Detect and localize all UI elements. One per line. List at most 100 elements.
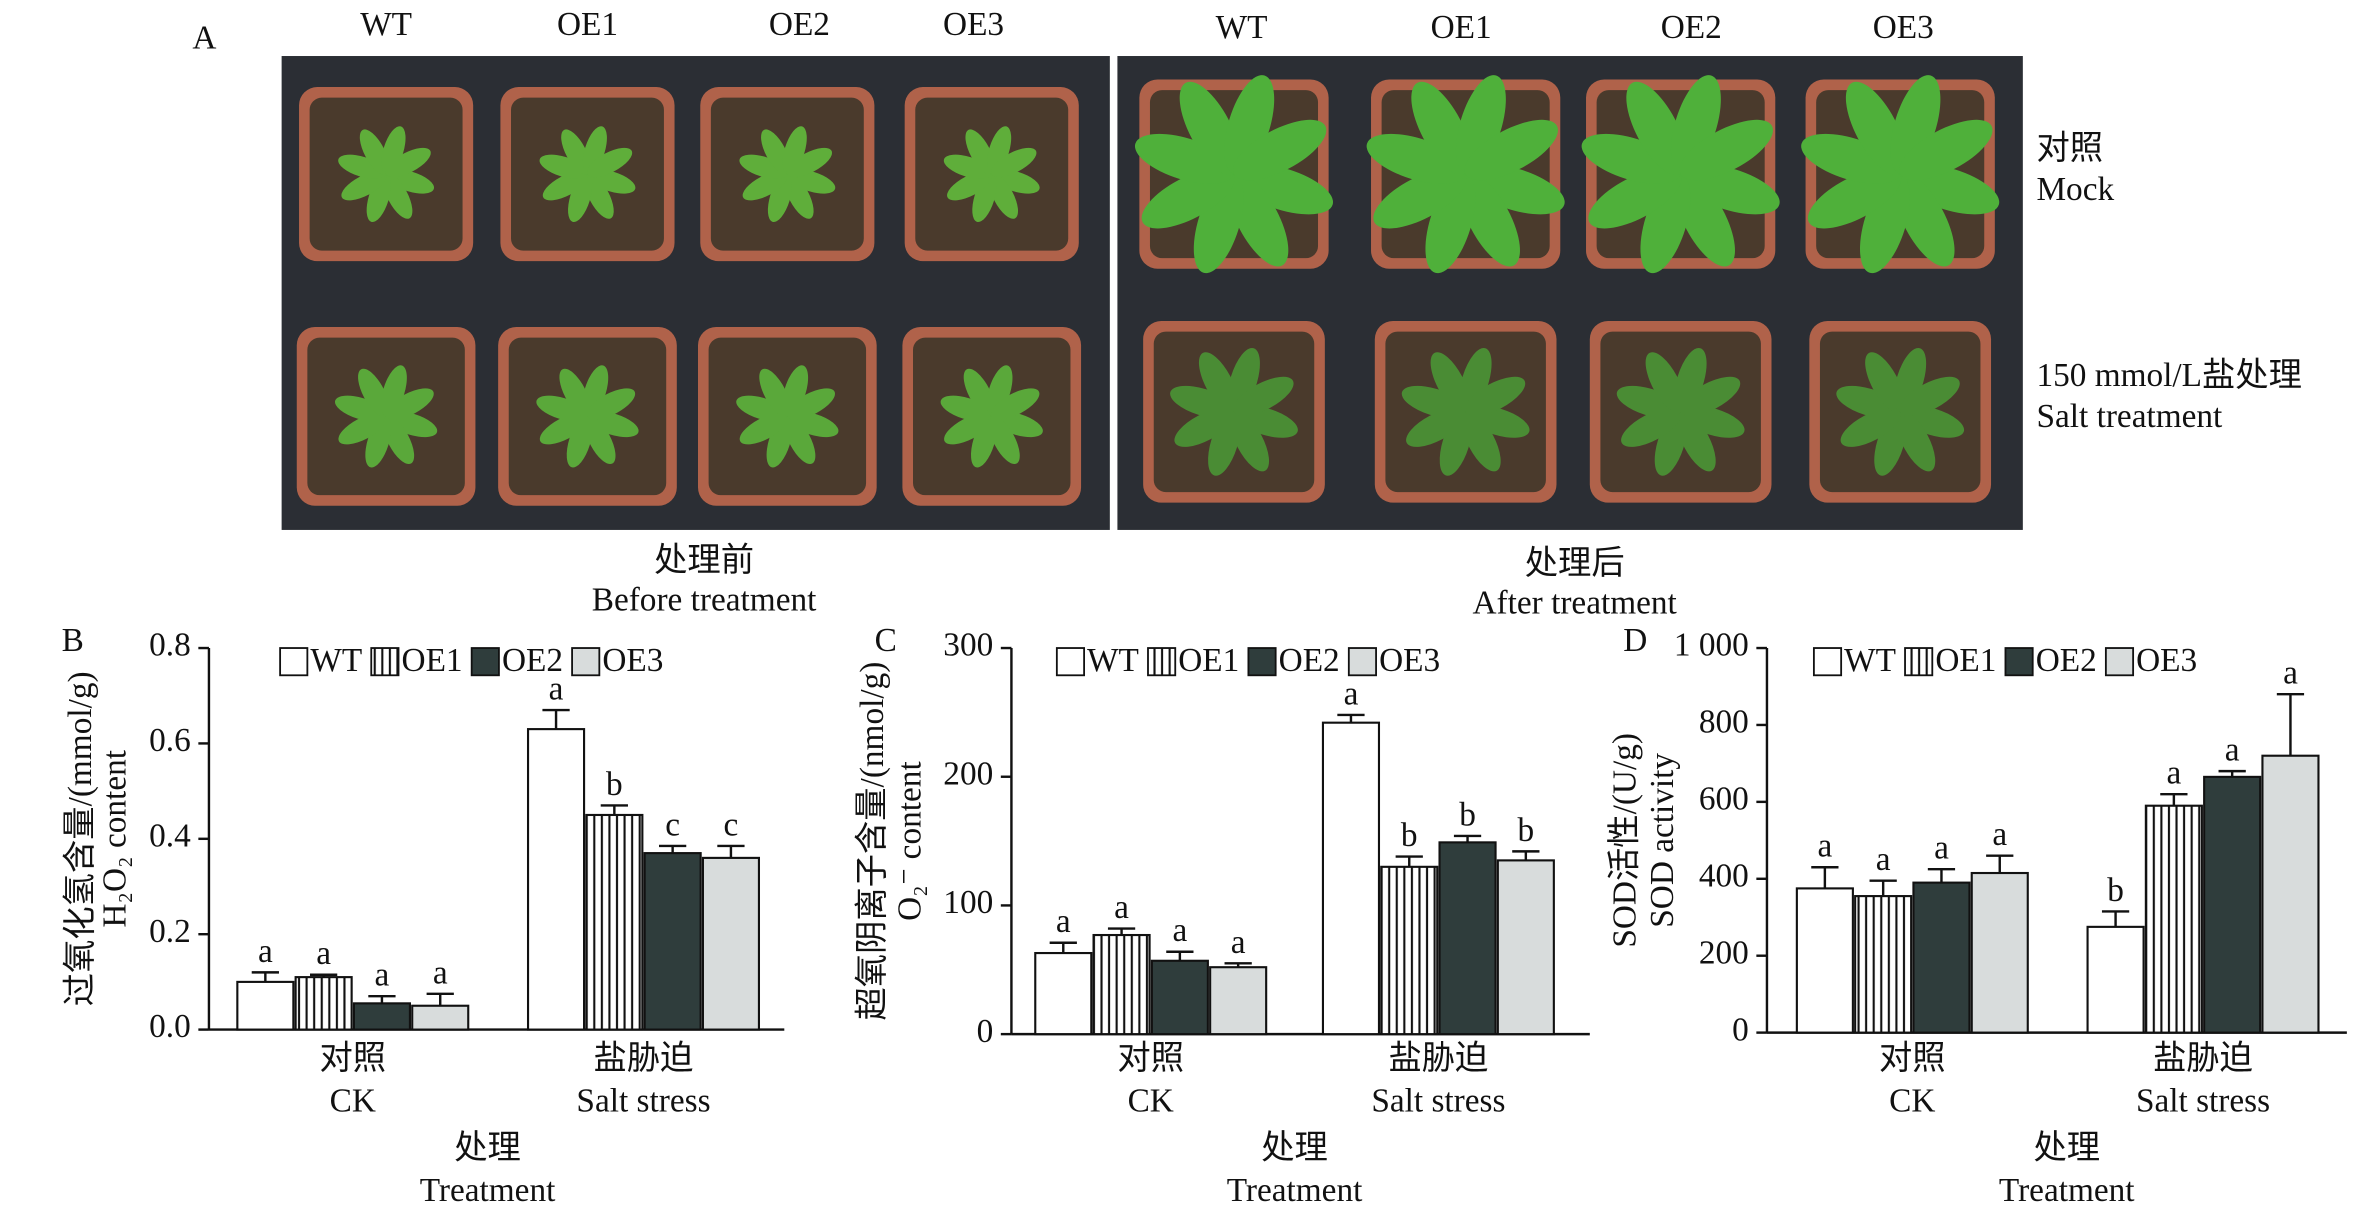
leaf	[1890, 75, 1941, 175]
leaf	[987, 126, 1012, 175]
leaf	[767, 173, 793, 223]
legend-label: OE1	[1178, 642, 1239, 679]
leaf	[334, 395, 387, 422]
error-bar	[1224, 962, 1252, 968]
error-bar	[251, 971, 279, 982]
leaf	[1134, 133, 1235, 184]
panel-label: B	[62, 622, 84, 659]
legend-label: OE1	[402, 642, 463, 679]
leaf	[1874, 411, 1907, 476]
leaf	[1640, 173, 1691, 274]
leaf	[1464, 119, 1558, 181]
category-label: 对照	[1879, 1040, 1946, 1077]
significance-letter: a	[1817, 828, 1832, 865]
legend-swatch	[370, 647, 400, 677]
significance-letter: b	[2107, 872, 2124, 909]
category-label: CK	[330, 1082, 376, 1119]
legend-label: OE3	[1379, 642, 1440, 679]
leaf	[1465, 376, 1526, 416]
category-label: CK	[1889, 1082, 1935, 1119]
leaf	[1208, 411, 1241, 476]
category-label: Salt stress	[576, 1082, 710, 1119]
legend-label: OE2	[502, 642, 563, 679]
category-label: 盐胁迫	[2153, 1040, 2253, 1077]
leaf	[1232, 119, 1327, 181]
error-bar	[1049, 941, 1077, 954]
error-bar	[2218, 769, 2246, 777]
legend-swatch	[1812, 647, 1843, 677]
leaf	[381, 365, 407, 417]
leaf	[786, 147, 833, 178]
y-tick-label: 800	[1699, 704, 1749, 741]
leaf	[1616, 385, 1681, 419]
column-label: OE3	[943, 6, 1004, 43]
error-bar	[659, 844, 687, 854]
bar	[2203, 775, 2262, 1034]
significance-letter: c	[724, 806, 739, 843]
bar	[1092, 933, 1151, 1036]
y-tick-label: 0.8	[149, 627, 191, 664]
error-bar	[1869, 879, 1897, 897]
y-tick-label: 0.6	[149, 722, 191, 759]
error-bar	[1395, 855, 1423, 867]
leaf	[381, 126, 406, 175]
leaf	[1654, 411, 1687, 476]
error-bar	[310, 973, 338, 978]
legend-label: OE3	[2136, 642, 2197, 679]
error-bar	[1811, 866, 1839, 889]
leaf	[1224, 75, 1275, 175]
bar	[294, 976, 353, 1031]
leaf	[338, 154, 387, 179]
leaf	[1893, 347, 1927, 413]
significance-letter: a	[258, 933, 273, 970]
leaf	[582, 365, 609, 417]
leaf	[1170, 385, 1235, 419]
leaf	[1233, 376, 1294, 416]
leaf	[786, 388, 835, 420]
error-bar	[717, 844, 745, 858]
caption: After treatment	[1473, 584, 1678, 621]
significance-letter: a	[1934, 830, 1949, 867]
significance-letter: a	[2225, 732, 2240, 769]
significance-letter: a	[375, 957, 390, 994]
legend-swatch	[1147, 647, 1177, 677]
row-label: 对照	[2036, 130, 2103, 167]
legend-label: OE2	[1279, 642, 1340, 679]
category-label: 盐胁迫	[594, 1040, 694, 1077]
leaf	[1227, 347, 1260, 413]
leaf	[566, 416, 593, 468]
y-tick-label: 600	[1699, 781, 1749, 818]
category-label: CK	[1128, 1082, 1174, 1119]
bar	[1438, 841, 1497, 1036]
leaf	[1670, 75, 1721, 175]
bar	[1209, 966, 1268, 1036]
leaf	[1674, 347, 1707, 413]
legend-label: WT	[1844, 642, 1896, 679]
legend-swatch	[2104, 647, 2135, 677]
error-bar	[426, 992, 454, 1006]
bar	[1854, 895, 1913, 1034]
bar	[411, 1004, 470, 1031]
category-label: Salt stress	[2136, 1082, 2270, 1119]
leaf	[986, 365, 1013, 417]
leaf	[1401, 385, 1466, 419]
y-tick-label: 300	[943, 627, 993, 664]
error-bar	[1512, 850, 1540, 861]
legend-swatch	[1055, 647, 1086, 677]
significance-letter: c	[665, 806, 680, 843]
caption: Before treatment	[592, 581, 817, 618]
y-axis-title: 超氧阴离子含量/(nmol/g)	[854, 662, 891, 1021]
y-tick-label: 400	[1699, 857, 1749, 894]
leaf	[991, 147, 1037, 178]
x-axis-title: 处理	[1261, 1129, 1328, 1166]
error-bar	[1337, 713, 1365, 723]
error-bar	[1107, 927, 1136, 936]
leaf	[1366, 133, 1467, 184]
leaf	[736, 395, 788, 422]
panel-label: D	[1623, 622, 1647, 659]
bar	[643, 852, 702, 1031]
row-label: Salt treatment	[2036, 398, 2223, 435]
legend-label: OE1	[1935, 642, 1996, 679]
leaf	[782, 126, 807, 175]
